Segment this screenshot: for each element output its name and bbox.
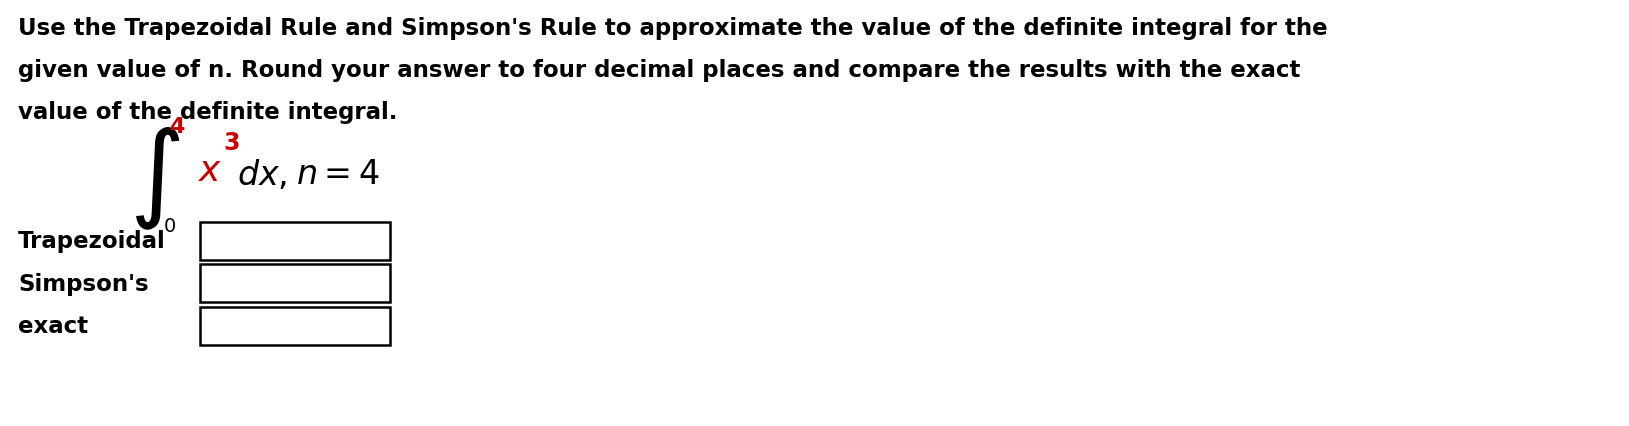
Text: 0: 0: [165, 217, 176, 236]
Text: Simpson's: Simpson's: [18, 272, 148, 295]
Text: $dx,$: $dx,$: [236, 158, 287, 192]
Text: 3: 3: [223, 131, 239, 155]
Text: $n = 4$: $n = 4$: [296, 158, 380, 190]
Text: $x$: $x$: [197, 154, 222, 187]
Text: exact: exact: [18, 315, 88, 338]
Text: given value of n. Round your answer to four decimal places and compare the resul: given value of n. Round your answer to f…: [18, 59, 1300, 82]
Bar: [200, 222, 389, 260]
Text: value of the definite integral.: value of the definite integral.: [18, 101, 397, 124]
Text: Use the Trapezoidal Rule and Simpson's Rule to approximate the value of the defi: Use the Trapezoidal Rule and Simpson's R…: [18, 17, 1328, 40]
Bar: [200, 307, 389, 345]
Text: 4: 4: [169, 117, 184, 137]
Bar: [200, 265, 389, 302]
Text: $\int$: $\int$: [129, 125, 181, 232]
Text: Trapezoidal: Trapezoidal: [18, 230, 166, 253]
